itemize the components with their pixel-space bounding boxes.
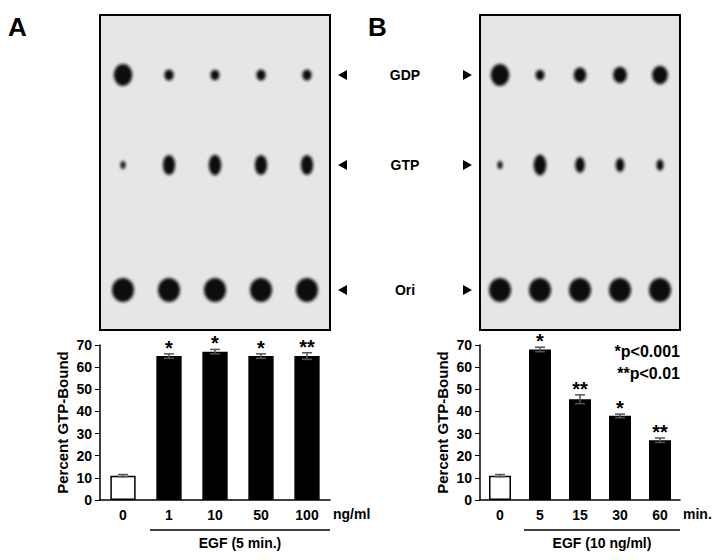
svg-text:50: 50 xyxy=(253,507,269,523)
svg-text:100: 100 xyxy=(295,507,319,523)
svg-text:0: 0 xyxy=(464,492,472,508)
svg-text:0: 0 xyxy=(84,492,92,508)
svg-text:20: 20 xyxy=(456,448,472,464)
svg-text:70: 70 xyxy=(76,337,92,353)
svg-text:EGF (10 ng/ml): EGF (10 ng/ml) xyxy=(553,535,652,551)
svg-text:60: 60 xyxy=(76,359,92,375)
svg-text:30: 30 xyxy=(456,426,472,442)
svg-text:20: 20 xyxy=(76,448,92,464)
svg-text:15: 15 xyxy=(572,507,588,523)
svg-text:50: 50 xyxy=(76,381,92,397)
svg-text:30: 30 xyxy=(612,507,628,523)
svg-text:GTP: GTP xyxy=(391,157,420,173)
svg-text:70: 70 xyxy=(456,337,472,353)
svg-text:Percent GTP-Bound: Percent GTP-Bound xyxy=(434,351,451,494)
svg-text:0: 0 xyxy=(119,507,127,523)
svg-text:Ori: Ori xyxy=(395,282,415,298)
svg-text:60: 60 xyxy=(456,359,472,375)
svg-text:**p<0.01: **p<0.01 xyxy=(617,365,680,382)
svg-text:1: 1 xyxy=(165,507,173,523)
svg-text:GDP: GDP xyxy=(390,67,420,83)
svg-text:*: * xyxy=(165,337,173,359)
svg-text:**: ** xyxy=(572,378,588,400)
svg-text:min.: min. xyxy=(683,506,712,522)
svg-text:10: 10 xyxy=(207,507,223,523)
svg-text:**: ** xyxy=(652,421,668,443)
svg-text:*p<0.001: *p<0.001 xyxy=(615,343,680,360)
svg-text:0: 0 xyxy=(496,507,504,523)
svg-text:B: B xyxy=(368,12,387,42)
svg-text:40: 40 xyxy=(456,403,472,419)
svg-text:10: 10 xyxy=(76,470,92,486)
svg-text:*: * xyxy=(536,330,544,352)
svg-text:40: 40 xyxy=(76,403,92,419)
svg-text:10: 10 xyxy=(456,470,472,486)
svg-text:*: * xyxy=(616,397,624,419)
svg-text:ng/ml: ng/ml xyxy=(333,506,370,522)
svg-text:60: 60 xyxy=(652,507,668,523)
svg-text:*: * xyxy=(257,337,265,359)
svg-text:5: 5 xyxy=(536,507,544,523)
svg-text:**: ** xyxy=(299,336,315,358)
svg-text:30: 30 xyxy=(76,426,92,442)
svg-text:A: A xyxy=(8,12,27,42)
svg-text:*: * xyxy=(211,332,219,354)
svg-text:EGF (5 min.): EGF (5 min.) xyxy=(199,535,281,551)
svg-text:50: 50 xyxy=(456,381,472,397)
svg-text:Percent GTP-Bound: Percent GTP-Bound xyxy=(54,351,71,494)
